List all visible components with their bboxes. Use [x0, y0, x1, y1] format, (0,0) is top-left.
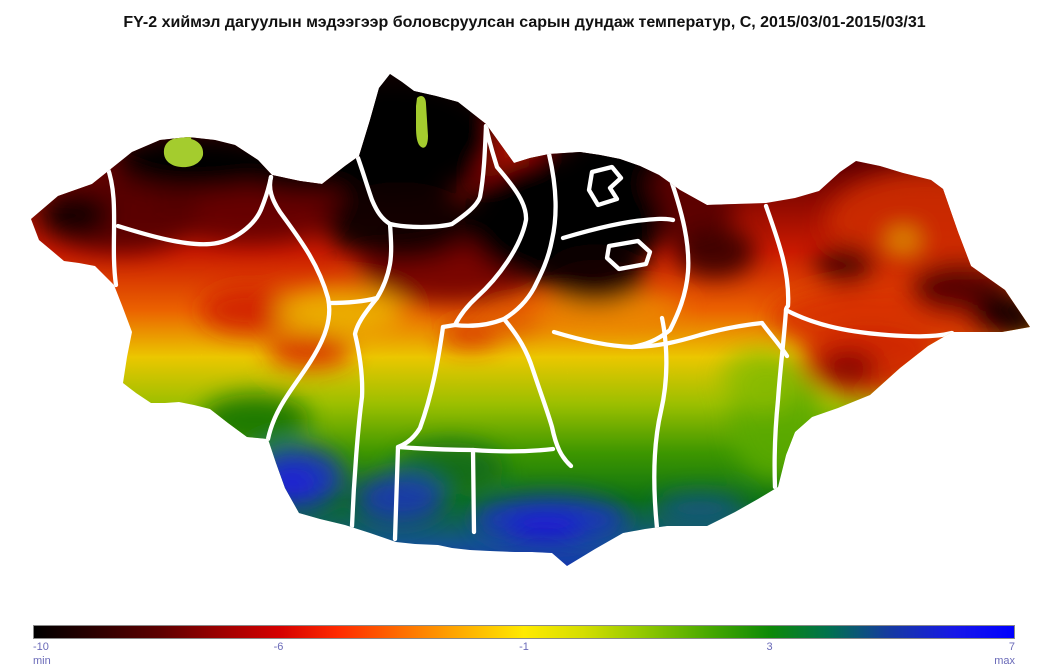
colorbar-max-label: max	[994, 655, 1015, 667]
colorbar-gradient	[33, 625, 1015, 639]
colorbar: -10 -6 -1 3 7 min max	[33, 625, 1015, 667]
colorbar-min-label: min	[33, 655, 51, 667]
khovsgol-lake	[416, 96, 428, 148]
colorbar-tick--10: -10	[33, 641, 49, 653]
colorbar-ticks: -10 -6 -1 3 7	[33, 641, 1015, 654]
province-borders	[104, 123, 955, 542]
map-title: FY-2 хиймэл дагуулын мэдээгээр боловсруу…	[123, 14, 926, 31]
colorbar-tick--6: -6	[273, 641, 284, 653]
country-region	[31, 74, 1030, 566]
colorbar-tick-3: 3	[766, 641, 773, 653]
colorbar-minmax: min max	[33, 655, 1015, 667]
colorbar-tick-7: 7	[1008, 641, 1015, 653]
colorbar-tick--1: -1	[519, 641, 529, 653]
uvs-lake	[163, 132, 204, 168]
